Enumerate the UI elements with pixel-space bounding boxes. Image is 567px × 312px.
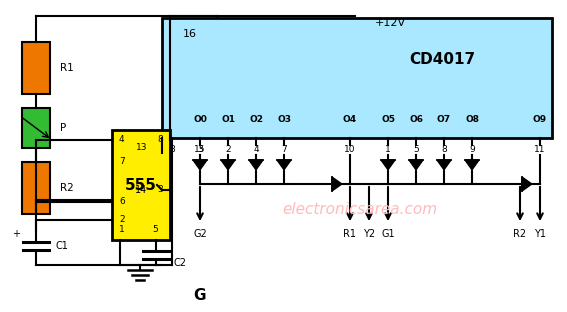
Text: 3: 3 <box>197 145 203 154</box>
Text: electronicsarea.com: electronicsarea.com <box>282 202 438 217</box>
Text: P: P <box>60 123 66 133</box>
Text: 10: 10 <box>344 145 356 154</box>
Text: 4: 4 <box>119 135 125 144</box>
Text: 8: 8 <box>169 145 175 154</box>
Text: O6: O6 <box>409 115 423 124</box>
Polygon shape <box>381 160 395 170</box>
Text: C1: C1 <box>56 241 69 251</box>
Text: 15: 15 <box>194 145 206 154</box>
Text: 4: 4 <box>253 145 259 154</box>
Text: 2: 2 <box>225 145 231 154</box>
Text: 3: 3 <box>157 186 163 194</box>
Text: R2: R2 <box>60 183 74 193</box>
Text: O1: O1 <box>221 115 235 124</box>
Text: Y2: Y2 <box>363 229 375 239</box>
Text: O2: O2 <box>249 115 263 124</box>
Text: O9: O9 <box>533 115 547 124</box>
Polygon shape <box>332 177 342 191</box>
Text: O7: O7 <box>437 115 451 124</box>
Text: O5: O5 <box>381 115 395 124</box>
Polygon shape <box>193 160 207 170</box>
Text: C2: C2 <box>174 258 187 268</box>
Text: 6: 6 <box>119 197 125 207</box>
Text: G2: G2 <box>193 229 207 239</box>
Text: 8: 8 <box>441 145 447 154</box>
Bar <box>22 108 50 148</box>
Text: R1: R1 <box>60 63 74 73</box>
Polygon shape <box>465 160 479 170</box>
Bar <box>22 162 50 214</box>
Text: +12V: +12V <box>375 18 406 28</box>
Text: 14: 14 <box>135 185 147 195</box>
Text: G: G <box>194 287 206 303</box>
Bar <box>112 130 170 240</box>
Text: 5: 5 <box>153 226 158 235</box>
Text: G1: G1 <box>381 229 395 239</box>
Text: O0: O0 <box>193 115 207 124</box>
Text: 1: 1 <box>119 226 125 235</box>
Text: 7: 7 <box>281 145 287 154</box>
Text: 555: 555 <box>125 178 157 193</box>
Text: 9: 9 <box>469 145 475 154</box>
Polygon shape <box>409 160 423 170</box>
Polygon shape <box>277 160 291 170</box>
Text: 8: 8 <box>157 135 163 144</box>
Text: +: + <box>12 229 20 239</box>
Text: 2: 2 <box>119 216 125 225</box>
Text: 11: 11 <box>534 145 546 154</box>
Text: 16: 16 <box>183 29 197 39</box>
Polygon shape <box>437 160 451 170</box>
Text: R1: R1 <box>344 229 357 239</box>
Bar <box>22 42 50 94</box>
Text: O8: O8 <box>465 115 479 124</box>
Text: O4: O4 <box>343 115 357 124</box>
Text: R2: R2 <box>514 229 527 239</box>
Text: 13: 13 <box>136 144 147 153</box>
Bar <box>162 18 552 138</box>
Text: 5: 5 <box>413 145 419 154</box>
Text: O3: O3 <box>277 115 291 124</box>
Polygon shape <box>221 160 235 170</box>
Text: 1: 1 <box>385 145 391 154</box>
Text: 7: 7 <box>119 158 125 167</box>
Text: CD4017: CD4017 <box>410 52 476 67</box>
Polygon shape <box>522 177 532 191</box>
Polygon shape <box>249 160 263 170</box>
Text: Y1: Y1 <box>534 229 546 239</box>
